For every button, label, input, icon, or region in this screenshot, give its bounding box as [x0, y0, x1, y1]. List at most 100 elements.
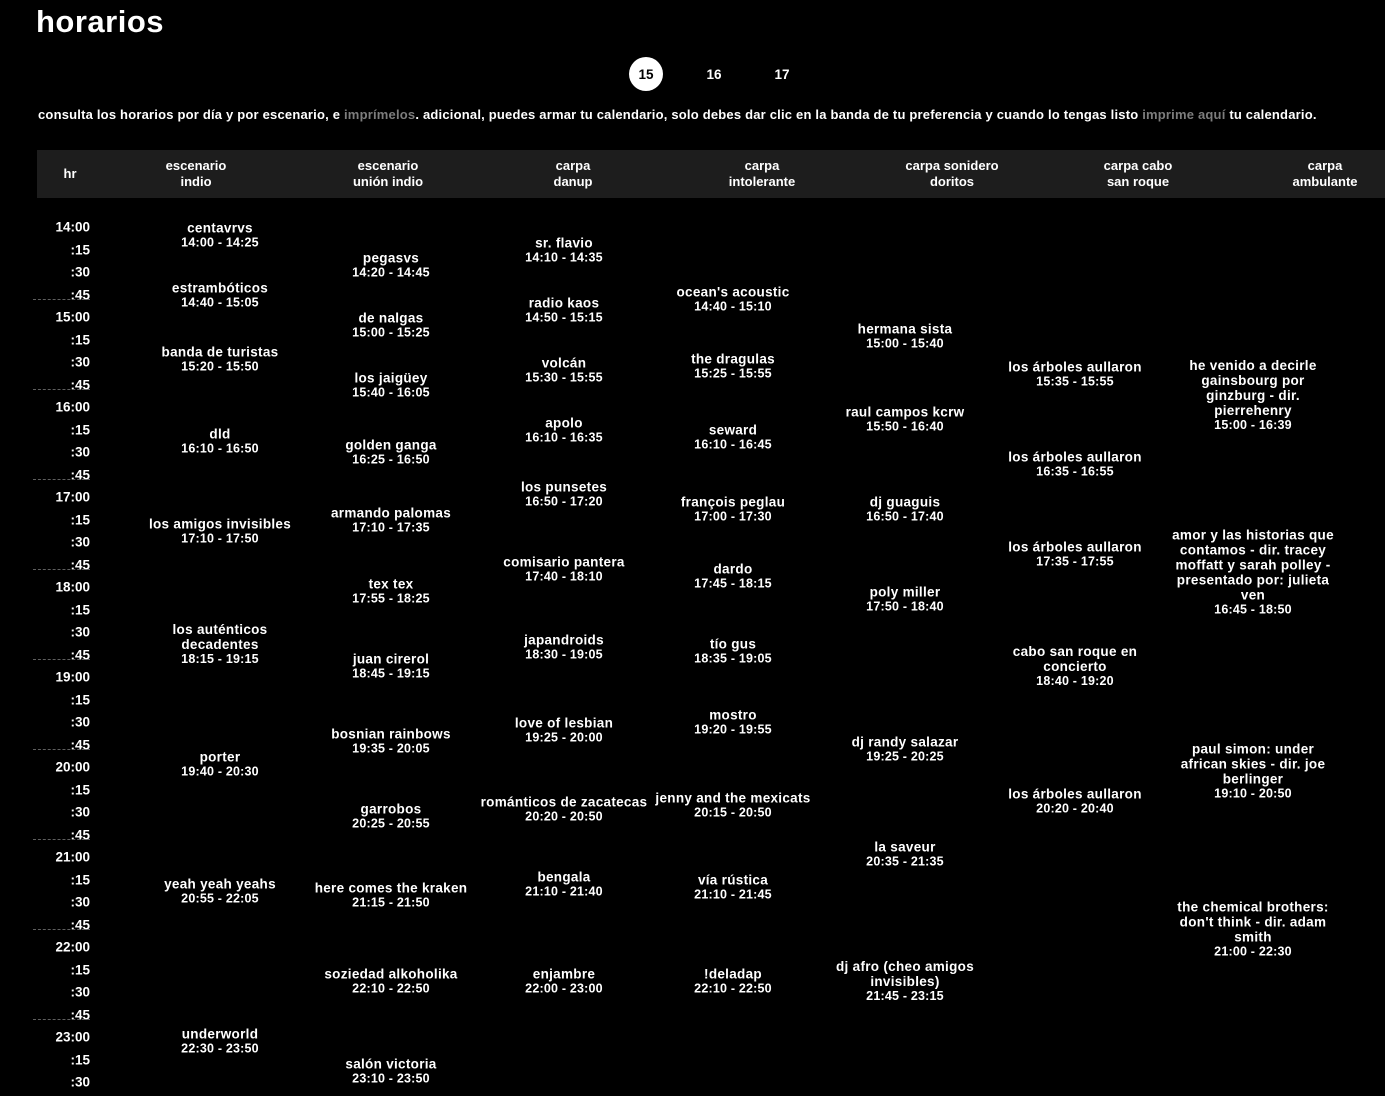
event-pegasvs[interactable]: pegasvs 14:20 - 14:45 — [352, 250, 430, 279]
event-name-line: yeah yeah yeahs — [164, 876, 276, 892]
event-dj-afro-cheo-amigos-invisibles-[interactable]: dj afro (cheo amigos invisibles) 21:45 - 2… — [836, 959, 974, 1003]
event-the-chemical-brothers-don't-think-dir-adam-smith[interactable]: the chemical brothers: don't think - dir.… — [1177, 899, 1328, 958]
event-time-range: 22:00 - 23:00 — [525, 981, 603, 996]
event-bengala[interactable]: bengala 21:10 - 21:40 — [525, 869, 603, 898]
hour-separator-line — [33, 479, 90, 480]
event-name-line: tío gus — [709, 636, 757, 652]
event-armando-palomas[interactable]: armando palomas 17:10 - 17:35 — [331, 505, 451, 534]
event-!deladap[interactable]: !deladap 22:10 - 22:50 — [694, 967, 772, 996]
event-paul-simon-under-african-skies-dir-joe-berlinger[interactable]: paul simon: under african skies - dir. jo… — [1181, 742, 1326, 801]
event-sr-flavio[interactable]: sr. flavio 14:10 - 14:35 — [525, 235, 603, 264]
time-label-minor: :15 — [70, 422, 90, 437]
event-banda-de-turistas[interactable]: banda de turistas 15:20 - 15:50 — [162, 344, 279, 373]
event-name-line: paul simon: under — [1191, 741, 1315, 757]
event-here-comes-the-kraken[interactable]: here comes the kraken 21:15 - 21:50 — [315, 880, 468, 909]
event-los-árboles-aullaron[interactable]: los árboles aullaron 17:35 - 17:55 — [1008, 539, 1142, 568]
event-garrobos[interactable]: garrobos 20:25 - 20:55 — [352, 802, 430, 831]
event-time-range: 15:35 - 15:55 — [1036, 374, 1114, 388]
event-mostro[interactable]: mostro 19:20 - 19:55 — [694, 708, 772, 737]
event-los-árboles-aullaron[interactable]: los árboles aullaron 20:20 - 20:40 — [1008, 787, 1142, 816]
event-time-range: 16:35 - 16:55 — [1036, 464, 1114, 478]
event-yeah-yeah-yeahs[interactable]: yeah yeah yeahs 20:55 - 22:05 — [164, 877, 276, 906]
event-juan-cirerol[interactable]: juan cirerol 18:45 - 19:15 — [352, 652, 430, 681]
event-name-line: porter — [199, 749, 241, 764]
time-label-minor: :30 — [70, 534, 90, 550]
event-ocean's-acoustic[interactable]: ocean's acoustic 14:40 - 15:10 — [676, 284, 789, 313]
event-time-range: 17:35 - 17:55 — [1036, 554, 1114, 568]
event-seward[interactable]: seward 16:10 - 16:45 — [694, 423, 772, 452]
column-header-cabo: carpa cabo san roque — [1103, 158, 1173, 189]
event-name-line: dld — [209, 426, 231, 442]
event-time-range: 22:30 - 23:50 — [181, 1041, 259, 1056]
event-japandroids[interactable]: japandroids 18:30 - 19:05 — [524, 633, 604, 662]
event-name-line: sr. flavio — [535, 235, 593, 251]
event-bosnian-rainbows[interactable]: bosnian rainbows 19:35 - 20:05 — [331, 727, 451, 756]
event-name-line: berlinger — [1222, 771, 1284, 787]
event-tío-gus[interactable]: tío gus 18:35 - 19:05 — [694, 637, 772, 666]
event-salón-victoria[interactable]: salón victoria 23:10 - 23:50 — [345, 1057, 436, 1086]
event-name-line: bengala — [537, 869, 591, 884]
event-time-range: 19:10 - 20:50 — [1214, 786, 1292, 801]
event-radio-kaos[interactable]: radio kaos 14:50 - 15:15 — [525, 295, 603, 324]
print-link[interactable]: imprime aquí — [1142, 107, 1226, 122]
event-románticos-de-zacatecas[interactable]: románticos de zacatecas 20:20 - 20:50 — [481, 794, 648, 823]
event-cabo-san-roque-en-concierto[interactable]: cabo san roque en concierto 18:40 - 19:20 — [1013, 644, 1137, 688]
event-vía-rústica[interactable]: vía rústica 21:10 - 21:45 — [694, 873, 772, 902]
print-link[interactable]: imprímelos — [344, 107, 416, 122]
event-poly-miller[interactable]: poly miller 17:50 - 18:40 — [866, 584, 944, 613]
event-amor-y-las-historias-que-contamos-dir-tracey-moffatt-y-sarah-polley-presentado-por-julieta-ven[interactable]: amor y las historias que contamos - dir. … — [1172, 528, 1334, 617]
event-dardo[interactable]: dardo 17:45 - 18:15 — [694, 562, 772, 591]
event-volcán[interactable]: volcán 15:30 - 15:55 — [525, 355, 603, 384]
event-time-range: 18:35 - 19:05 — [694, 651, 772, 666]
event-time-range: 15:30 - 15:55 — [525, 370, 603, 385]
event-françois-peglau[interactable]: françois peglau 17:00 - 17:30 — [681, 494, 785, 523]
event-los-árboles-aullaron[interactable]: los árboles aullaron 15:35 - 15:55 — [1008, 359, 1142, 388]
event-los-jaigüey[interactable]: los jaigüey 15:40 - 16:05 — [352, 370, 430, 399]
event-time-range: 17:10 - 17:50 — [181, 531, 259, 546]
event-raul-campos-kcrw[interactable]: raul campos kcrw 15:50 - 16:40 — [846, 404, 965, 433]
event-hermana-sista[interactable]: hermana sista 15:00 - 15:40 — [858, 322, 953, 351]
schedule-header-bar: hr escenario indio escenario unión indio carp… — [37, 150, 1385, 198]
event-los-amigos-invisibles[interactable]: los amigos invisibles 17:10 - 17:50 — [149, 517, 291, 546]
event-name-line: radio kaos — [528, 295, 600, 311]
event-name-line: vía rústica — [697, 872, 769, 888]
event-los-punsetes[interactable]: los punsetes 16:50 - 17:20 — [521, 479, 607, 508]
event-dj-randy-salazar[interactable]: dj randy salazar 19:25 - 20:25 — [852, 734, 959, 763]
event-jenny-and-the-mexicats[interactable]: jenny and the mexicats 20:15 - 20:50 — [655, 790, 810, 819]
time-label-minor: :15 — [70, 1052, 90, 1067]
event-apolo[interactable]: apolo 16:10 - 16:35 — [525, 415, 603, 444]
event-time-range: 16:25 - 16:50 — [352, 452, 430, 467]
event-love-of-lesbian[interactable]: love of lesbian 19:25 - 20:00 — [515, 715, 613, 744]
day-tab-16[interactable]: 16 — [706, 66, 722, 82]
event-time-range: 15:00 - 15:25 — [352, 325, 430, 340]
event-la-saveur[interactable]: la saveur 20:35 - 21:35 — [866, 839, 944, 868]
event-time-range: 18:45 - 19:15 — [352, 666, 430, 681]
event-name-line: juan cirerol — [352, 651, 430, 667]
event-estrambóticos[interactable]: estrambóticos 14:40 - 15:05 — [172, 280, 268, 309]
hour-separator-line — [33, 839, 90, 840]
time-label-hour: 18:00 — [55, 579, 90, 595]
column-header-intolerante: carpa intolerante — [728, 158, 796, 189]
event-name-line: banda de turistas — [161, 344, 279, 359]
event-underworld[interactable]: underworld 22:30 - 23:50 — [181, 1027, 259, 1056]
event-dj-guaguis[interactable]: dj guaguis 16:50 - 17:40 — [866, 494, 944, 523]
event-de-nalgas[interactable]: de nalgas 15:00 - 15:25 — [352, 310, 430, 339]
event-porter[interactable]: porter 19:40 - 20:30 — [181, 749, 259, 778]
event-he-venido-a-decirle-gainsbourg-por-ginzburg-dir-pierrehenry[interactable]: he venido a decirle gainsbourg por ginzbur… — [1189, 358, 1316, 432]
event-los-auténticos-decadentes[interactable]: los auténticos decadentes 18:15 - 19:15 — [173, 622, 268, 666]
day-tab-17[interactable]: 17 — [774, 66, 790, 82]
event-tex-tex[interactable]: tex tex 17:55 - 18:25 — [352, 577, 430, 606]
event-time-range: 15:50 - 16:40 — [866, 419, 944, 433]
event-golden-ganga[interactable]: golden ganga 16:25 - 16:50 — [345, 438, 436, 467]
column-header-ambulante: carpa ambulante — [1292, 158, 1358, 189]
event-soziedad-alkoholika[interactable]: soziedad alkoholika 22:10 - 22:50 — [324, 967, 457, 996]
event-name-line: de nalgas — [358, 310, 424, 326]
event-comisario-pantera[interactable]: comisario pantera 17:40 - 18:10 — [503, 554, 624, 583]
event-the-dragulas[interactable]: the dragulas 15:25 - 15:55 — [691, 352, 775, 381]
event-enjambre[interactable]: enjambre 22:00 - 23:00 — [525, 967, 603, 996]
event-centavrvs[interactable]: centavrvs 14:00 - 14:25 — [181, 220, 259, 249]
time-label-minor: :30 — [70, 264, 90, 280]
event-los-árboles-aullaron[interactable]: los árboles aullaron 16:35 - 16:55 — [1008, 449, 1142, 478]
event-dld[interactable]: dld 16:10 - 16:50 — [181, 427, 259, 456]
day-tab-15[interactable]: 15 — [629, 57, 663, 91]
